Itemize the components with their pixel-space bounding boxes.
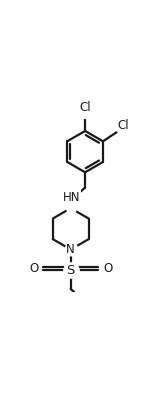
Text: N: N xyxy=(66,243,75,256)
Text: S: S xyxy=(67,263,75,277)
Text: Cl: Cl xyxy=(117,119,129,132)
Text: O: O xyxy=(103,262,112,275)
Text: O: O xyxy=(29,262,38,275)
Text: Cl: Cl xyxy=(79,101,91,114)
Text: HN: HN xyxy=(63,191,80,204)
